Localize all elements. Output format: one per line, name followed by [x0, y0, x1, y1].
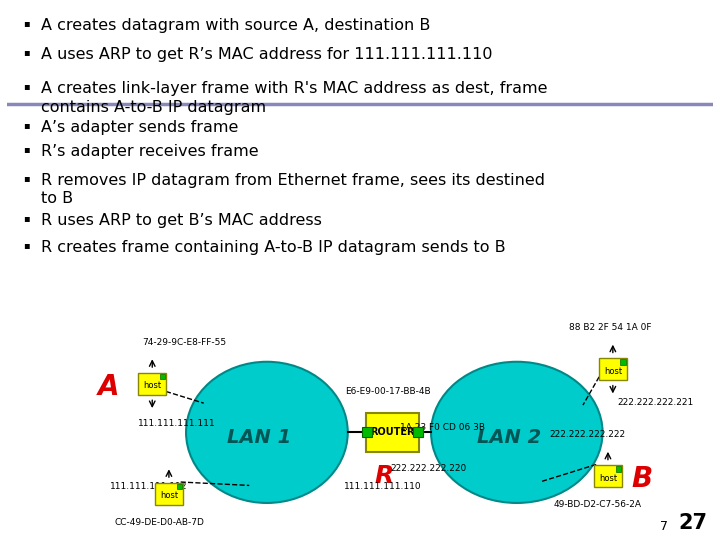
Text: 88 B2 2F 54 1A 0F: 88 B2 2F 54 1A 0F	[569, 323, 652, 332]
Text: A creates link-layer frame with R's MAC address as dest, frame
contains A-to-B I: A creates link-layer frame with R's MAC …	[41, 81, 548, 114]
Text: CC-49-DE-D0-AB-7D: CC-49-DE-D0-AB-7D	[115, 518, 205, 527]
Text: 111.111.111.110: 111.111.111.110	[343, 482, 421, 491]
Text: ▪: ▪	[23, 81, 30, 91]
Text: E6-E9-00-17-BB-4B: E6-E9-00-17-BB-4B	[345, 387, 431, 396]
Text: 27: 27	[679, 512, 708, 532]
Text: host: host	[604, 367, 622, 375]
Text: 111.111.111.111: 111.111.111.111	[138, 418, 215, 428]
Text: host: host	[160, 491, 178, 500]
Text: ▪: ▪	[23, 18, 30, 28]
FancyBboxPatch shape	[616, 466, 621, 472]
Text: 222.222.222.220: 222.222.222.220	[390, 464, 467, 474]
Text: host: host	[143, 381, 161, 390]
Text: 222.222.222.221: 222.222.222.221	[618, 399, 694, 407]
Text: 7: 7	[660, 519, 668, 532]
FancyBboxPatch shape	[366, 413, 419, 452]
Text: ▪: ▪	[23, 47, 30, 57]
FancyBboxPatch shape	[160, 374, 166, 379]
Text: A uses ARP to get R’s MAC address for 111.111.111.110: A uses ARP to get R’s MAC address for 11…	[41, 47, 492, 62]
FancyBboxPatch shape	[138, 373, 166, 395]
Text: A creates datagram with source A, destination B: A creates datagram with source A, destin…	[41, 18, 431, 33]
Text: 49-BD-D2-C7-56-2A: 49-BD-D2-C7-56-2A	[554, 500, 642, 509]
FancyBboxPatch shape	[413, 428, 423, 437]
Text: ▪: ▪	[23, 173, 30, 183]
Text: 222.222.222.222: 222.222.222.222	[549, 430, 625, 439]
Text: A’s adapter sends frame: A’s adapter sends frame	[41, 120, 238, 134]
Text: ▪: ▪	[23, 213, 30, 222]
FancyBboxPatch shape	[594, 465, 622, 487]
Text: ▪: ▪	[23, 120, 30, 130]
Text: R’s adapter receives frame: R’s adapter receives frame	[41, 144, 258, 159]
Text: 74-29-9C-E8-FF-55: 74-29-9C-E8-FF-55	[143, 338, 227, 347]
Text: ▪: ▪	[23, 240, 30, 249]
Text: R: R	[374, 464, 394, 489]
FancyBboxPatch shape	[599, 358, 627, 380]
Ellipse shape	[186, 362, 348, 503]
Text: B: B	[631, 465, 652, 493]
Text: ▪: ▪	[23, 144, 30, 154]
Text: R uses ARP to get B’s MAC address: R uses ARP to get B’s MAC address	[41, 213, 322, 227]
Text: LAN 2: LAN 2	[477, 428, 541, 447]
Text: 1A 23 F0 CD 06 3B: 1A 23 F0 CD 06 3B	[400, 423, 485, 432]
Text: LAN 1: LAN 1	[227, 428, 291, 447]
Text: R removes IP datagram from Ethernet frame, sees its destined
to B: R removes IP datagram from Ethernet fram…	[41, 173, 545, 206]
Text: A: A	[97, 373, 119, 401]
FancyBboxPatch shape	[155, 483, 183, 504]
Text: ROUTER: ROUTER	[370, 427, 415, 437]
Text: host: host	[599, 474, 617, 483]
Ellipse shape	[431, 362, 603, 503]
Text: R creates frame containing A-to-B IP datagram sends to B: R creates frame containing A-to-B IP dat…	[41, 240, 505, 255]
Text: 111.111.111.112: 111.111.111.112	[110, 482, 188, 491]
FancyBboxPatch shape	[176, 484, 182, 489]
FancyBboxPatch shape	[621, 359, 626, 364]
FancyBboxPatch shape	[362, 428, 372, 437]
